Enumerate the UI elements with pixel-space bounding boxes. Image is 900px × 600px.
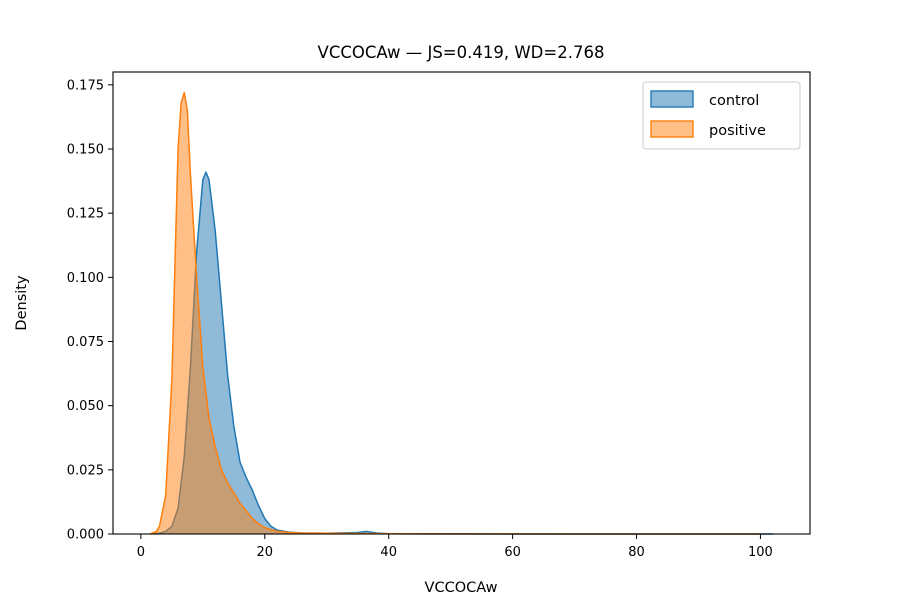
chart-title: VCCOCAw — JS=0.419, WD=2.768 (318, 43, 605, 62)
tick-layer: 0 20 40 60 80 100 0.000 0.025 0.050 0.075 0.100 0.1… (67, 78, 773, 560)
x-tick-label: 20 (257, 545, 274, 560)
y-tick-label: 0.000 (67, 528, 104, 543)
y-tick-label: 0.175 (67, 78, 104, 93)
plot-frame (112, 71, 811, 535)
y-tick-label: 0.100 (67, 271, 104, 286)
legend-swatch-positive (650, 120, 694, 138)
y-tick-label: 0.050 (67, 399, 104, 414)
x-tick-label: 100 (748, 545, 773, 560)
density-fill-positive (150, 92, 761, 534)
y-tick-label: 0.125 (67, 207, 104, 222)
y-tick-label: 0.150 (67, 143, 104, 158)
x-tick-label: 0 (137, 545, 145, 560)
x-tick-label: 80 (628, 545, 645, 560)
y-tick-label: 0.025 (67, 463, 104, 478)
legend-label-control: control (709, 93, 759, 109)
y-axis-label: Density (14, 275, 30, 331)
legend-swatch-control (650, 90, 694, 108)
x-tick-label: 60 (504, 545, 521, 560)
x-tick-label: 40 (380, 545, 397, 560)
legend-label-positive: positive (709, 123, 766, 139)
legend: control positive (642, 81, 801, 150)
y-tick-label: 0.075 (67, 335, 104, 350)
x-axis-label: VCCOCAw (425, 580, 498, 596)
